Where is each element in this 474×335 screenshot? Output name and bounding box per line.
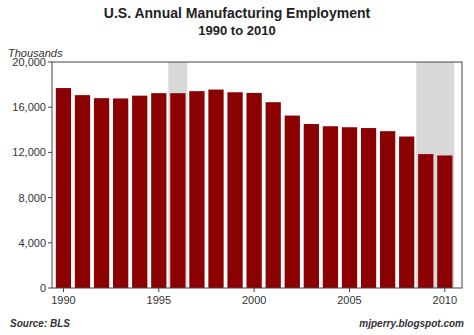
y-tick-label: 12,000 [12, 146, 46, 158]
y-tick [48, 152, 52, 153]
bar [247, 93, 262, 288]
subtitle: 1990 to 2010 [198, 23, 275, 38]
y-tick-label: 4,000 [18, 237, 46, 249]
y-tick [48, 62, 52, 63]
x-tick [444, 288, 445, 292]
y-tick [48, 242, 52, 243]
bar [151, 93, 166, 288]
bar [227, 92, 242, 288]
x-tick-label: 2010 [433, 294, 457, 306]
source-right: mjperry.blogspot.com [359, 318, 464, 329]
bar [304, 124, 319, 288]
source-left: Source: BLS [10, 318, 70, 329]
bar [189, 91, 204, 288]
y-tick-label: 0 [40, 282, 46, 294]
bar [56, 88, 71, 288]
bar [418, 154, 433, 288]
recession-band [168, 62, 187, 288]
x-tick [254, 288, 255, 292]
recession-band [416, 62, 454, 288]
bar [113, 98, 128, 288]
bar [132, 96, 147, 288]
y-tick-label: 20,000 [12, 56, 46, 68]
plot-frame [52, 62, 462, 288]
y-tick-label: 16,000 [12, 101, 46, 113]
bar [208, 90, 223, 288]
y-tick-label: 8,000 [18, 192, 46, 204]
bar [323, 126, 338, 288]
x-tick-label: 2000 [242, 294, 266, 306]
x-tick [63, 288, 64, 292]
x-tick-label: 1990 [51, 294, 75, 306]
x-tick-label: 2005 [337, 294, 361, 306]
bar [361, 128, 376, 288]
bar [437, 155, 452, 288]
x-tick [349, 288, 350, 292]
bar [94, 98, 109, 288]
bar [380, 131, 395, 288]
x-tick [158, 288, 159, 292]
bar [285, 116, 300, 288]
bar [266, 102, 281, 288]
bar [75, 95, 90, 288]
y-tick [48, 288, 52, 289]
x-tick-label: 1995 [147, 294, 171, 306]
title: U.S. Annual Manufacturing Employment [104, 5, 371, 21]
bar [170, 93, 185, 288]
y-tick [48, 197, 52, 198]
y-tick [48, 107, 52, 108]
plot-area [56, 62, 455, 288]
bar [342, 127, 357, 288]
bar [399, 137, 414, 288]
chart: U.S. Annual Manufacturing Employment 1990… [0, 0, 474, 335]
